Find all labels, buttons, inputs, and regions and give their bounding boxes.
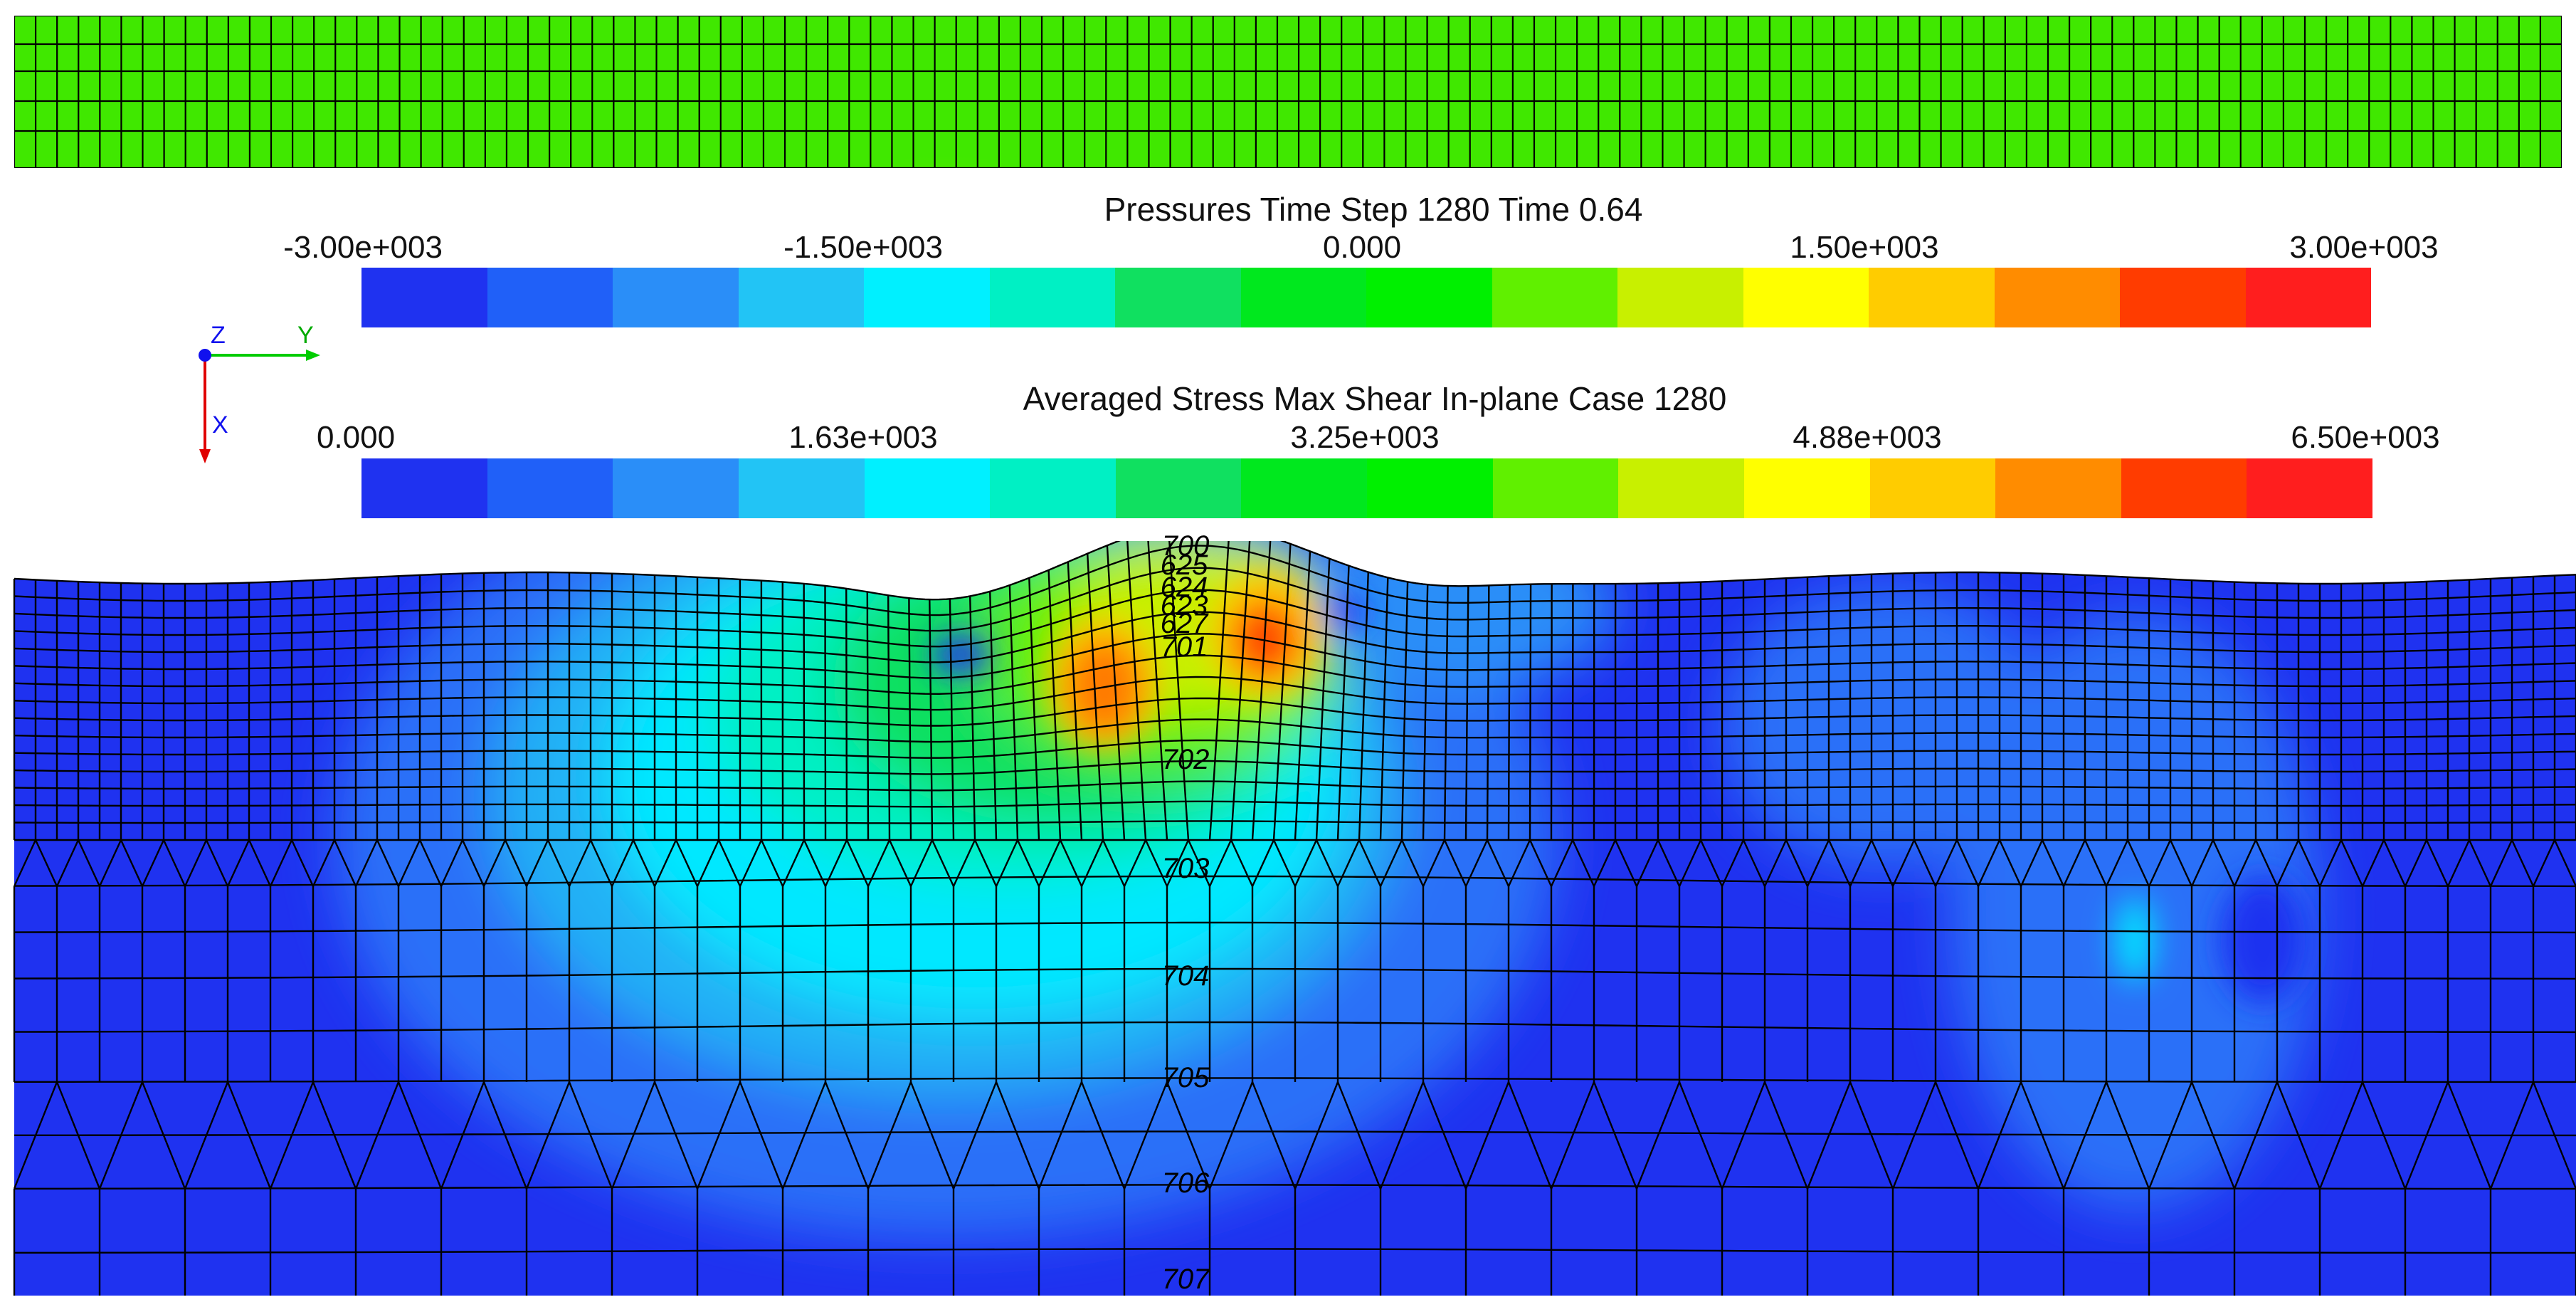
pressure-legend-tick: -1.50e+003 <box>783 230 943 265</box>
pressure-colorbar-swatch <box>1869 268 1995 327</box>
shear-legend-title: Averaged Stress Max Shear In-plane Case … <box>1023 380 1727 417</box>
pressure-colorbar-swatch <box>1240 268 1366 327</box>
shear-colorbar-swatch <box>1618 458 1744 518</box>
shear-colorbar-swatch <box>1241 458 1367 518</box>
shear-colorbar-swatch <box>990 458 1116 518</box>
shear-colorbar-swatch <box>1492 458 1619 518</box>
shear-legend-tick: 1.63e+003 <box>788 420 938 455</box>
shear-legend-tick: 3.25e+003 <box>1290 420 1440 455</box>
node-label: 627 <box>1160 608 1208 639</box>
node-label: 704 <box>1161 960 1210 992</box>
shear-legend-tick: 0.000 <box>316 420 396 455</box>
shear-legend-tick: 4.88e+003 <box>1793 420 1942 455</box>
pressure-colorbar <box>361 268 2371 327</box>
node-label: 700 <box>1161 530 1210 562</box>
shear-colorbar-swatch <box>613 458 739 518</box>
pressure-legend-tick: 0.000 <box>1322 230 1402 265</box>
triad-z-label: Z <box>211 322 226 349</box>
triad-x-label: X <box>212 411 228 439</box>
node-label: 701 <box>1160 631 1208 663</box>
shear-colorbar-swatch <box>361 458 487 518</box>
pressure-contour-mesh <box>14 16 2562 168</box>
pressure-colorbar-swatch <box>1743 268 1869 327</box>
shear-legend-tick: 6.50e+003 <box>2291 420 2440 455</box>
axis-triad <box>199 349 320 463</box>
triad-y-label: Y <box>297 322 314 349</box>
node-label: 623 <box>1160 590 1208 621</box>
shear-colorbar-swatch <box>2121 458 2247 518</box>
pressure-colorbar-swatch <box>2120 268 2246 327</box>
node-label: 707 <box>1161 1264 1210 1295</box>
pressure-colorbar-swatch <box>1617 268 1743 327</box>
shear-colorbar-swatch <box>864 458 991 518</box>
pressure-colorbar-swatch <box>864 268 990 327</box>
pressure-legend-tick: 1.50e+003 <box>1790 230 1939 265</box>
pressure-legend-tick: -3.00e+003 <box>283 230 443 265</box>
pressure-colorbar-swatch <box>1994 268 2120 327</box>
node-label: 625 <box>1160 550 1208 581</box>
pressure-legend-tick: 3.00e+003 <box>2289 230 2439 265</box>
node-label: 703 <box>1161 853 1210 884</box>
pressure-colorbar-swatch <box>738 268 864 327</box>
pressure-colorbar-swatch <box>1366 268 1492 327</box>
pressure-colorbar-swatch <box>2245 268 2371 327</box>
shear-colorbar-swatch <box>487 458 613 518</box>
shear-colorbar-swatch <box>1115 458 1242 518</box>
pressure-colorbar-swatch <box>989 268 1115 327</box>
shear-colorbar-swatch <box>738 458 865 518</box>
shear-colorbar-swatch <box>1743 458 1870 518</box>
pressure-colorbar-swatch <box>361 268 487 327</box>
pressure-colorbar-swatch <box>613 268 739 327</box>
shear-colorbar <box>361 458 2372 518</box>
pressure-colorbar-swatch <box>1115 268 1241 327</box>
shear-colorbar-swatch <box>1995 458 2121 518</box>
node-label: 706 <box>1161 1167 1210 1199</box>
shear-colorbar-swatch <box>1869 458 1996 518</box>
node-label: 624 <box>1160 572 1208 603</box>
shear-stress-contour-mesh <box>13 541 2576 1296</box>
pressure-colorbar-swatch <box>487 268 613 327</box>
node-label: 702 <box>1161 744 1210 775</box>
node-label: 705 <box>1161 1062 1210 1093</box>
pressure-legend-title: Pressures Time Step 1280 Time 0.64 <box>1104 191 1643 228</box>
shear-colorbar-swatch <box>2247 458 2372 518</box>
pressure-colorbar-swatch <box>1492 268 1617 327</box>
shear-colorbar-swatch <box>1367 458 1493 518</box>
